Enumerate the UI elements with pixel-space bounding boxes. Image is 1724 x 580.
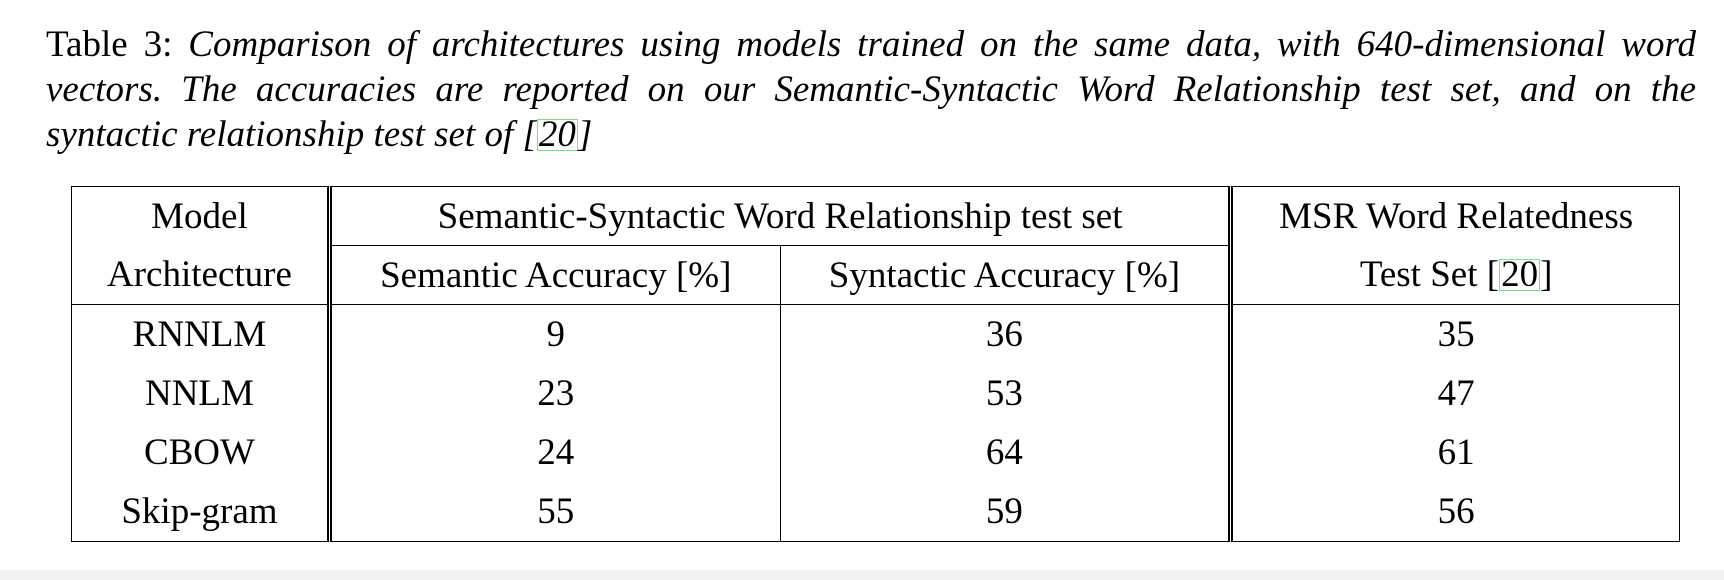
syntactic-accuracy: 36 — [779, 304, 1234, 364]
model-name: NNLM — [71, 364, 332, 423]
syntactic-accuracy: 59 — [779, 482, 1234, 542]
header-semantic: Semantic Accuracy [%] — [328, 245, 781, 305]
table-row: RNNLM 9 36 35 — [71, 304, 1680, 364]
header-row-1: Model Semantic-Syntactic Word Relationsh… — [71, 186, 1680, 246]
caption-text: Comparison of architectures using models… — [46, 24, 1696, 155]
msr-score: 47 — [1228, 364, 1680, 423]
header-msr-line1: MSR Word Relatedness — [1228, 186, 1680, 246]
syntactic-accuracy: 53 — [779, 364, 1234, 423]
caption-text-main: Comparison of architectures using models… — [46, 24, 1697, 155]
caption-label: Table 3: — [46, 24, 173, 65]
header-msr-text: Test Set [ — [1359, 254, 1500, 296]
results-table: Model Semantic-Syntactic Word Relationsh… — [71, 186, 1680, 542]
caption-text-end: ] — [577, 114, 593, 155]
model-name: CBOW — [71, 423, 332, 482]
header-row-2: Architecture Semantic Accuracy [%] Synta… — [71, 245, 1680, 305]
header-architecture: Architecture — [71, 245, 332, 305]
msr-citation-link[interactable]: 20 — [1499, 254, 1541, 296]
syntactic-accuracy: 64 — [779, 423, 1234, 482]
model-name: RNNLM — [71, 304, 332, 364]
header-model: Model — [71, 186, 332, 246]
model-name: Skip-gram — [71, 482, 332, 542]
msr-score: 35 — [1228, 304, 1680, 364]
page-bottom-edge — [0, 570, 1724, 580]
msr-score: 61 — [1228, 423, 1680, 482]
semantic-accuracy: 24 — [328, 423, 781, 482]
header-msr-line2: Test Set [20] — [1228, 245, 1680, 305]
semantic-accuracy: 55 — [328, 482, 781, 542]
header-group: Semantic-Syntactic Word Relationship tes… — [328, 186, 1234, 246]
semantic-accuracy: 23 — [328, 364, 781, 423]
header-syntactic: Syntactic Accuracy [%] — [779, 245, 1234, 305]
table-row: NNLM 23 53 47 — [71, 364, 1680, 423]
table-row: CBOW 24 64 61 — [71, 423, 1680, 482]
table-caption: Table 3: Comparison of architectures usi… — [46, 22, 1696, 157]
semantic-accuracy: 9 — [328, 304, 781, 364]
table-row: Skip-gram 55 59 56 — [71, 482, 1680, 542]
msr-score: 56 — [1228, 482, 1680, 542]
header-msr-text-end: ] — [1540, 254, 1553, 296]
citation-link[interactable]: 20 — [536, 114, 578, 155]
